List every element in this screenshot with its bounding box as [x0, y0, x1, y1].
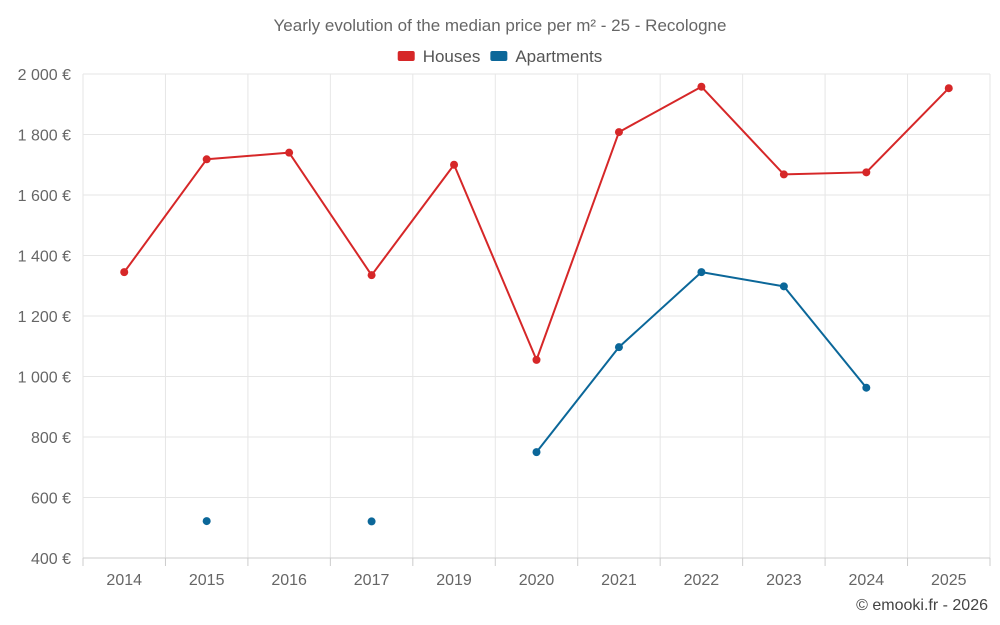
y-tick-label: 1 400 €: [18, 249, 71, 266]
data-point-houses-2025[interactable]: [944, 84, 953, 93]
data-point-houses-2017[interactable]: [367, 271, 376, 280]
data-point-apartments-2023[interactable]: [779, 282, 788, 291]
data-point-houses-2021[interactable]: [614, 128, 623, 137]
y-tick-label: 400 €: [31, 551, 71, 568]
legend: Houses Apartments: [397, 47, 602, 66]
series-apartments: [202, 268, 871, 526]
x-tick-label: 2021: [601, 572, 637, 589]
y-tick-label: 1 000 €: [18, 370, 71, 387]
data-point-houses-2024[interactable]: [862, 168, 871, 177]
data-point-apartments-2017[interactable]: [367, 517, 376, 526]
data-point-houses-2014[interactable]: [120, 268, 129, 277]
data-point-apartments-2022[interactable]: [697, 268, 706, 277]
legend-swatch-houses[interactable]: [397, 51, 415, 61]
data-point-apartments-2024[interactable]: [862, 383, 871, 392]
data-point-houses-2019[interactable]: [450, 160, 459, 169]
y-tick-label: 1 800 €: [18, 128, 71, 145]
x-tick-label: 2019: [436, 572, 472, 589]
y-tick-label: 2 000 €: [18, 67, 71, 84]
data-point-houses-2015[interactable]: [202, 155, 211, 164]
legend-label-houses: Houses: [423, 47, 481, 66]
y-tick-label: 600 €: [31, 491, 71, 508]
x-tick-label: 2022: [684, 572, 720, 589]
data-point-apartments-2015[interactable]: [202, 517, 211, 526]
x-tick-label: 2014: [106, 572, 142, 589]
y-tick-label: 1 200 €: [18, 309, 71, 326]
x-tick-label: 2025: [931, 572, 967, 589]
data-point-houses-2022[interactable]: [697, 82, 706, 91]
grid: [82, 73, 991, 558]
series-houses: [120, 82, 953, 364]
data-point-houses-2016[interactable]: [285, 148, 294, 157]
x-tick-label: 2015: [189, 572, 225, 589]
series-layer: [120, 82, 953, 526]
y-tick-label: 1 600 €: [18, 188, 71, 205]
chart-title: Yearly evolution of the median price per…: [274, 16, 727, 35]
legend-swatch-apartments[interactable]: [490, 51, 508, 61]
data-point-apartments-2020[interactable]: [532, 448, 541, 457]
x-tick-label: 2023: [766, 572, 802, 589]
x-tick-label: 2017: [354, 572, 390, 589]
data-point-houses-2023[interactable]: [779, 170, 788, 179]
x-tick-label: 2020: [519, 572, 555, 589]
axes: 400 € 600 € 800 € 1 000 € 1 200 € 1 400 € 1 60…: [18, 67, 991, 589]
x-tick-label: 2016: [271, 572, 307, 589]
data-point-apartments-2021[interactable]: [614, 343, 623, 352]
data-point-houses-2020[interactable]: [532, 355, 541, 364]
series-line-apartments: [535, 271, 868, 453]
x-tick-label: 2024: [849, 572, 885, 589]
credit-text: © emooki.fr - 2026: [856, 597, 988, 614]
legend-label-apartments: Apartments: [515, 47, 602, 66]
y-tick-label: 800 €: [31, 430, 71, 447]
